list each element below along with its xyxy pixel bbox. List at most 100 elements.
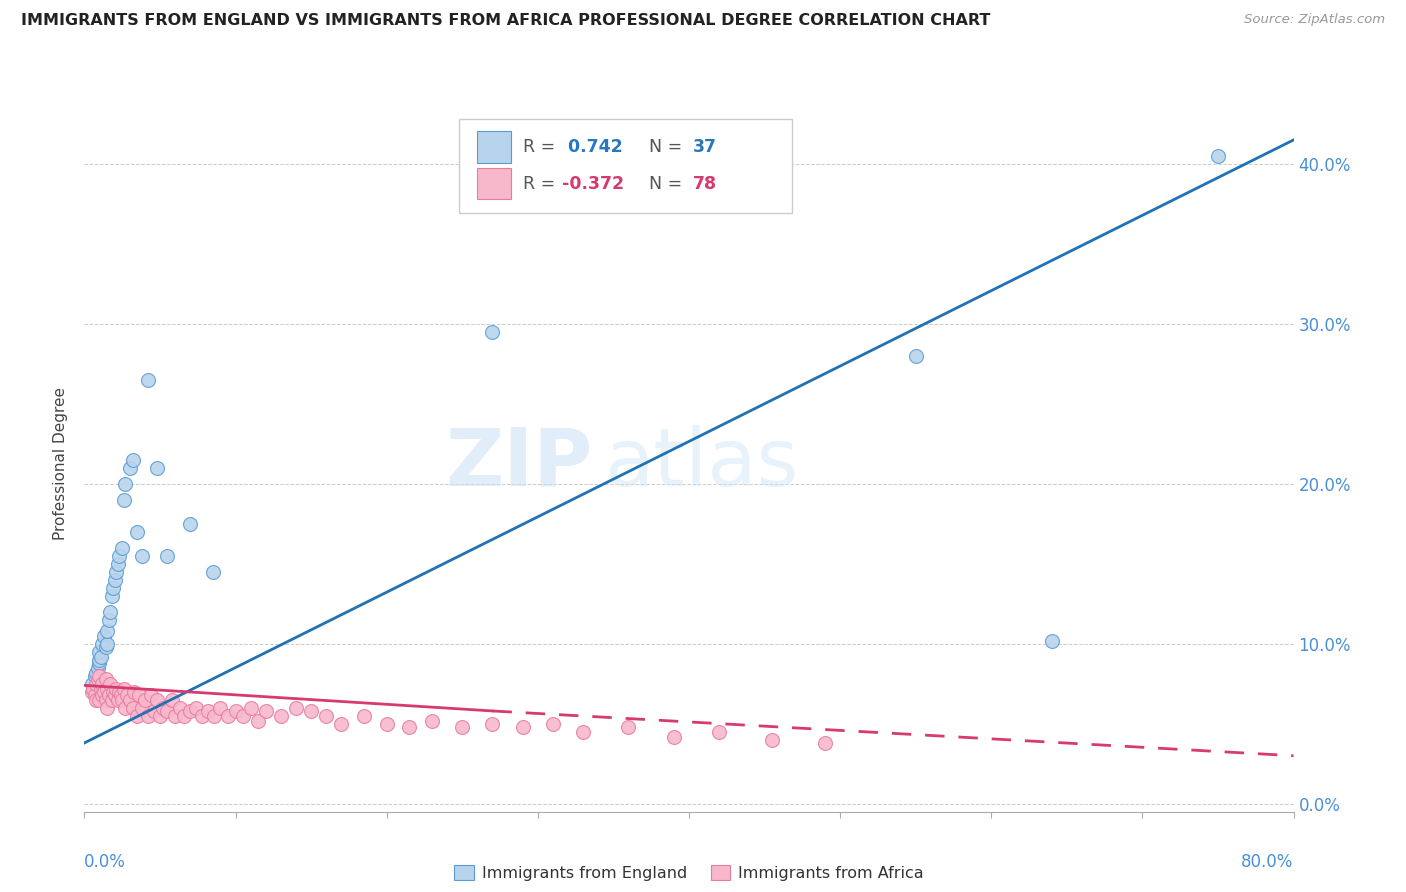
Point xyxy=(197,704,219,718)
Point xyxy=(131,549,153,563)
Point xyxy=(127,708,149,723)
Point xyxy=(420,714,443,728)
Point xyxy=(156,704,179,718)
Point xyxy=(91,677,114,691)
Point xyxy=(89,653,111,667)
FancyBboxPatch shape xyxy=(478,169,512,200)
Point xyxy=(96,681,118,696)
Point xyxy=(110,688,132,702)
Text: 0.742: 0.742 xyxy=(562,138,623,156)
Point xyxy=(247,714,270,728)
Point xyxy=(121,700,143,714)
Point xyxy=(617,720,640,734)
Legend: Immigrants from England, Immigrants from Africa: Immigrants from England, Immigrants from… xyxy=(449,859,929,888)
Point xyxy=(160,692,183,706)
Point xyxy=(330,716,353,731)
Point xyxy=(201,565,224,579)
Point xyxy=(87,672,110,686)
Text: R =: R = xyxy=(523,175,561,194)
Point xyxy=(104,688,127,702)
Point xyxy=(152,700,174,714)
Point xyxy=(90,681,112,696)
Point xyxy=(709,724,731,739)
Point xyxy=(541,716,564,731)
Point xyxy=(1206,149,1229,163)
Point xyxy=(165,708,187,723)
Point xyxy=(299,704,322,718)
Text: 80.0%: 80.0% xyxy=(1241,854,1294,871)
Point xyxy=(98,605,121,619)
Point xyxy=(80,685,103,699)
Point xyxy=(86,677,108,691)
Point xyxy=(481,325,503,339)
Point xyxy=(86,692,108,706)
Point xyxy=(142,704,165,718)
Point xyxy=(315,708,337,723)
Point xyxy=(91,688,114,702)
Point xyxy=(107,557,129,571)
Point xyxy=(146,692,169,706)
Point xyxy=(149,708,172,723)
Point xyxy=(761,732,783,747)
Point xyxy=(98,677,121,691)
Point xyxy=(156,549,179,563)
Point xyxy=(114,476,136,491)
Point xyxy=(270,708,292,723)
Point xyxy=(107,692,129,706)
Point xyxy=(814,736,837,750)
Point xyxy=(209,700,232,714)
Text: IMMIGRANTS FROM ENGLAND VS IMMIGRANTS FROM AFRICA PROFESSIONAL DEGREE CORRELATIO: IMMIGRANTS FROM ENGLAND VS IMMIGRANTS FR… xyxy=(21,13,990,29)
Point xyxy=(169,700,191,714)
Point xyxy=(127,524,149,539)
Point xyxy=(239,700,262,714)
Point xyxy=(179,516,201,531)
Point xyxy=(89,692,111,706)
Text: atlas: atlas xyxy=(605,425,799,503)
Point xyxy=(139,688,162,702)
Y-axis label: Professional Degree: Professional Degree xyxy=(53,387,69,541)
Point xyxy=(112,492,135,507)
Text: 0.0%: 0.0% xyxy=(84,854,127,871)
Point xyxy=(122,685,145,699)
Point xyxy=(108,685,131,699)
Point xyxy=(146,460,169,475)
Point xyxy=(94,640,117,654)
Point xyxy=(375,716,398,731)
Point xyxy=(84,669,107,683)
Point xyxy=(93,629,115,643)
Point xyxy=(108,549,131,563)
Point xyxy=(111,541,134,555)
Point xyxy=(662,730,685,744)
Point xyxy=(100,692,122,706)
Point xyxy=(134,692,156,706)
Point xyxy=(136,708,159,723)
Point xyxy=(353,708,375,723)
Point xyxy=(89,669,111,683)
Point xyxy=(100,589,122,603)
Text: N =: N = xyxy=(638,175,688,194)
Point xyxy=(94,692,117,706)
Point xyxy=(93,685,115,699)
Text: 37: 37 xyxy=(693,138,717,156)
Text: -0.372: -0.372 xyxy=(562,175,624,194)
Text: R =: R = xyxy=(523,138,561,156)
Text: 78: 78 xyxy=(693,175,717,194)
Point xyxy=(97,688,120,702)
Text: ZIP: ZIP xyxy=(444,425,592,503)
Point xyxy=(128,688,150,702)
FancyBboxPatch shape xyxy=(460,120,792,213)
Point xyxy=(202,708,225,723)
Point xyxy=(254,704,277,718)
Point xyxy=(1040,633,1063,648)
Point xyxy=(86,665,108,680)
Point xyxy=(101,581,124,595)
Point xyxy=(91,637,114,651)
Point xyxy=(94,672,117,686)
Point xyxy=(451,720,474,734)
Point xyxy=(112,681,135,696)
Point xyxy=(82,681,104,696)
Point xyxy=(186,700,208,714)
Point xyxy=(87,661,110,675)
Point xyxy=(191,708,214,723)
Point xyxy=(96,700,118,714)
